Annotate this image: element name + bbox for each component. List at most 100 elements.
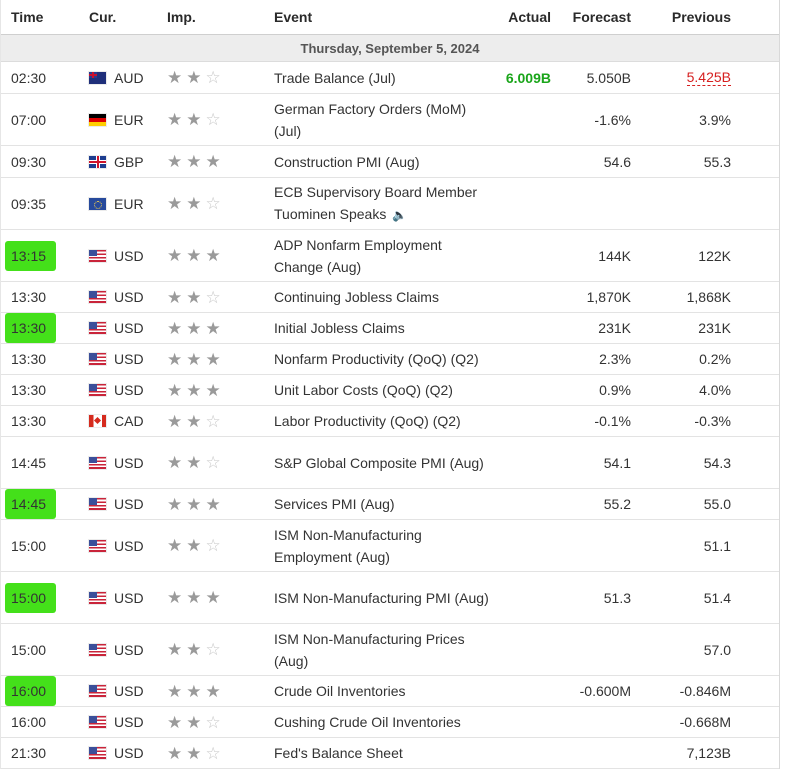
event-cell[interactable]: Crude Oil Inventories <box>274 676 494 706</box>
event-name[interactable]: Services PMI (Aug) <box>274 493 395 515</box>
event-name-text[interactable]: ADP Nonfarm Employment Change (Aug) <box>274 236 442 275</box>
table-row[interactable]: 07:00 EUR ★ ★ ☆ German Factory Orders (MoM) (… <box>1 94 779 146</box>
table-row[interactable]: 14:45 USD ★ ★ ★ Services PMI (Aug) 55.2 55.0 <box>1 489 779 520</box>
event-name[interactable]: Labor Productivity (QoQ) (Q2) <box>274 410 461 432</box>
event-name-text[interactable]: Services PMI (Aug) <box>274 496 395 512</box>
event-name[interactable]: ECB Supervisory Board Member Tuominen Sp… <box>274 181 494 226</box>
event-cell[interactable]: Initial Jobless Claims <box>274 313 494 343</box>
event-cell[interactable]: ISM Non-Manufacturing Employment (Aug) <box>274 520 494 571</box>
importance-cell: ★ ★ ☆ <box>167 178 257 229</box>
previous-value: -0.3% <box>694 413 731 429</box>
event-cell[interactable]: Continuing Jobless Claims <box>274 282 494 312</box>
table-row[interactable]: 13:30 USD ★ ★ ★ Initial Jobless Claims 231K 231… <box>1 313 779 344</box>
flag-eu-icon <box>89 197 106 210</box>
event-time-cell: 09:35 <box>11 178 71 229</box>
highlight-marker <box>5 489 56 519</box>
table-header: Time Cur. Imp. Event Actual Forecast Pre… <box>1 0 779 35</box>
event-name-text[interactable]: Crude Oil Inventories <box>274 683 406 699</box>
col-event-header[interactable]: Event <box>274 9 313 25</box>
col-importance-header[interactable]: Imp. <box>167 9 196 25</box>
col-actual-header[interactable]: Actual <box>508 9 551 25</box>
previous-value: -0.846M <box>679 683 731 699</box>
star-filled-icon: ★ <box>205 349 221 369</box>
event-cell[interactable]: German Factory Orders (MoM) (Jul) <box>274 94 494 145</box>
event-name-text[interactable]: ISM Non-Manufacturing PMI (Aug) <box>274 589 489 606</box>
event-name-text[interactable]: Initial Jobless Claims <box>274 320 405 336</box>
event-cell[interactable]: Labor Productivity (QoQ) (Q2) <box>274 406 494 436</box>
actual-cell <box>481 178 551 229</box>
event-name[interactable]: ISM Non-Manufacturing Employment (Aug) <box>274 524 494 568</box>
table-row[interactable]: 21:30 USD ★ ★ ☆ Fed's Balance Sheet 7,123B <box>1 738 779 769</box>
event-time-cell: 13:30 <box>11 375 71 405</box>
star-filled-icon: ★ <box>186 287 202 307</box>
event-name[interactable]: Crude Oil Inventories <box>274 680 406 702</box>
event-name[interactable]: ADP Nonfarm Employment Change (Aug) <box>274 234 494 278</box>
event-cell[interactable]: Services PMI (Aug) <box>274 489 494 519</box>
table-row[interactable]: 09:30 GBP ★ ★ ★ Construction PMI (Aug) 54.6 55.… <box>1 146 779 178</box>
table-row[interactable]: 02:30 AUD ★ ★ ☆ Trade Balance (Jul) 6.009B 5.05… <box>1 62 779 94</box>
table-row[interactable]: 13:30 USD ★ ★ ★ Unit Labor Costs (QoQ) (Q2) 0.… <box>1 375 779 406</box>
event-cell[interactable]: Cushing Crude Oil Inventories <box>274 707 494 737</box>
event-name[interactable]: Construction PMI (Aug) <box>274 151 420 173</box>
table-row[interactable]: 16:00 USD ★ ★ ☆ Cushing Crude Oil Inventories… <box>1 707 779 738</box>
table-row[interactable]: 13:30 USD ★ ★ ★ Nonfarm Productivity (QoQ) (Q… <box>1 344 779 375</box>
event-name[interactable]: Cushing Crude Oil Inventories <box>274 711 461 733</box>
col-forecast-header[interactable]: Forecast <box>572 9 631 25</box>
table-row[interactable]: 13:30 USD ★ ★ ☆ Continuing Jobless Claims 1,87… <box>1 282 779 313</box>
col-time-header[interactable]: Time <box>11 9 44 25</box>
event-name[interactable]: Initial Jobless Claims <box>274 317 405 339</box>
event-name-text[interactable]: ECB Supervisory Board Member Tuominen Sp… <box>274 184 478 222</box>
table-row[interactable]: 15:00 USD ★ ★ ★ ISM Non-Manufacturing PMI (Au… <box>1 572 779 624</box>
event-cell[interactable]: ECB Supervisory Board Member Tuominen Sp… <box>274 178 494 229</box>
event-name[interactable]: Continuing Jobless Claims <box>274 286 439 308</box>
event-name-text[interactable]: ISM Non-Manufacturing Employment (Aug) <box>274 526 422 565</box>
event-name[interactable]: Trade Balance (Jul) <box>274 67 396 89</box>
table-row[interactable]: 13:30 CAD ★ ★ ☆ Labor Productivity (QoQ) (Q2)… <box>1 406 779 437</box>
currency-cell: USD <box>89 738 159 768</box>
event-name[interactable]: ISM Non-Manufacturing PMI (Aug) <box>274 587 489 609</box>
event-name-text[interactable]: Construction PMI (Aug) <box>274 153 420 170</box>
event-name-text[interactable]: Labor Productivity (QoQ) (Q2) <box>274 413 461 429</box>
previous-cell: 51.1 <box>641 520 731 571</box>
event-name[interactable]: Nonfarm Productivity (QoQ) (Q2) <box>274 348 479 370</box>
forecast-cell: -0.1% <box>551 406 631 436</box>
col-previous-header[interactable]: Previous <box>671 9 731 25</box>
event-cell[interactable]: Fed's Balance Sheet <box>274 738 494 768</box>
event-cell[interactable]: Trade Balance (Jul) <box>274 62 494 93</box>
event-name-text[interactable]: Cushing Crude Oil Inventories <box>274 714 461 730</box>
star-filled-icon: ★ <box>167 453 183 472</box>
table-row[interactable]: 13:15 USD ★ ★ ★ ADP Nonfarm Employment Change… <box>1 230 779 282</box>
event-name-text[interactable]: German Factory Orders (MoM) (Jul) <box>274 100 467 139</box>
event-name[interactable]: Unit Labor Costs (QoQ) (Q2) <box>274 379 453 401</box>
event-cell[interactable]: Unit Labor Costs (QoQ) (Q2) <box>274 375 494 405</box>
previous-value[interactable]: 5.425B <box>686 68 731 86</box>
table-row[interactable]: 15:00 USD ★ ★ ☆ ISM Non-Manufacturing Employm… <box>1 520 779 572</box>
col-currency-header[interactable]: Cur. <box>89 9 117 25</box>
event-cell[interactable]: ISM Non-Manufacturing PMI (Aug) <box>274 572 494 623</box>
previous-cell: -0.3% <box>641 406 731 436</box>
event-name-text[interactable]: Fed's Balance Sheet <box>274 745 403 761</box>
forecast-value: 231K <box>598 320 631 336</box>
table-row[interactable]: 16:00 USD ★ ★ ★ Crude Oil Inventories -0.600M -… <box>1 676 779 707</box>
event-cell[interactable]: Construction PMI (Aug) <box>274 146 494 177</box>
table-row[interactable]: 14:45 USD ★ ★ ☆ S&P Global Composite PMI (Aug… <box>1 437 779 489</box>
event-name-text[interactable]: Continuing Jobless Claims <box>274 289 439 305</box>
star-filled-icon: ★ <box>205 681 221 701</box>
event-name[interactable]: S&P Global Composite PMI (Aug) <box>274 452 484 474</box>
table-row[interactable]: 09:35 EUR ★ ★ ☆ ECB Supervisory Board Member … <box>1 178 779 230</box>
event-cell[interactable]: Nonfarm Productivity (QoQ) (Q2) <box>274 344 494 374</box>
event-name[interactable]: Fed's Balance Sheet <box>274 742 403 764</box>
event-name-text[interactable]: Trade Balance (Jul) <box>274 69 396 86</box>
table-row[interactable]: 15:00 USD ★ ★ ☆ ISM Non-Manufacturing Prices … <box>1 624 779 676</box>
event-name-text[interactable]: S&P Global Composite PMI (Aug) <box>274 454 484 471</box>
star-filled-icon: ★ <box>167 246 183 265</box>
event-name-text[interactable]: Nonfarm Productivity (QoQ) (Q2) <box>274 351 479 367</box>
event-cell[interactable]: ISM Non-Manufacturing Prices (Aug) <box>274 624 494 675</box>
event-name-text[interactable]: Unit Labor Costs (QoQ) (Q2) <box>274 382 453 398</box>
event-name[interactable]: ISM Non-Manufacturing Prices (Aug) <box>274 628 494 672</box>
event-name[interactable]: German Factory Orders (MoM) (Jul) <box>274 98 494 142</box>
event-cell[interactable]: S&P Global Composite PMI (Aug) <box>274 437 494 488</box>
event-cell[interactable]: ADP Nonfarm Employment Change (Aug) <box>274 230 494 281</box>
event-name-text[interactable]: ISM Non-Manufacturing Prices (Aug) <box>274 630 465 669</box>
